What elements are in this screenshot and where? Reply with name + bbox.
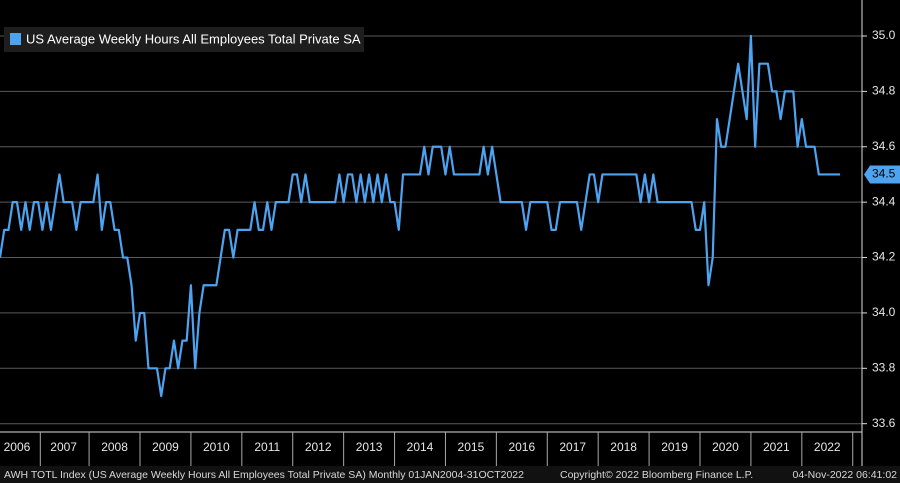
x-tick-label: 2009 (152, 440, 179, 454)
legend-label: US Average Weekly Hours All Employees To… (26, 31, 361, 46)
x-tick-label: 2011 (254, 440, 280, 454)
x-tick-label: 2017 (559, 440, 586, 454)
y-tick-label: 34.6 (872, 139, 896, 153)
data-line (0, 34, 840, 398)
last-value-label: 34.5 (872, 167, 896, 181)
y-tick-label: 34.0 (872, 305, 896, 319)
x-tick-label: 2019 (661, 440, 688, 454)
x-tick-label: 2010 (203, 440, 230, 454)
y-tick-label: 33.8 (872, 360, 896, 374)
x-tick-label: 2008 (101, 440, 128, 454)
y-tick-label: 35.0 (872, 28, 896, 42)
copyright: Copyright© 2022 Bloomberg Finance L.P. (560, 469, 753, 481)
footer-band (0, 466, 900, 483)
x-tick-label: 2018 (610, 440, 637, 454)
last-value-box (864, 165, 900, 184)
x-tick-label: 2015 (458, 440, 485, 454)
x-tick-label: 2006 (4, 440, 31, 454)
x-tick-label: 2007 (50, 440, 77, 454)
x-tick-label: 2021 (763, 440, 790, 454)
x-tick-label: 2012 (305, 440, 332, 454)
legend-box (4, 27, 364, 52)
legend-swatch (10, 33, 21, 45)
y-tick-label: 34.8 (872, 84, 896, 98)
x-tick-label: 2014 (407, 440, 434, 454)
x-tick-label: 2016 (508, 440, 535, 454)
x-tick-label: 2013 (356, 440, 383, 454)
timestamp: 04-Nov-2022 06:41:02 (793, 469, 898, 481)
y-tick-label: 34.2 (872, 250, 896, 264)
y-tick-label: 33.6 (872, 416, 896, 430)
source-note: AWH TOTL Index (US Average Weekly Hours … (4, 469, 524, 481)
x-tick-label: 2022 (814, 440, 841, 454)
x-tick-label: 2020 (712, 440, 739, 454)
y-tick-label: 34.4 (872, 194, 896, 208)
